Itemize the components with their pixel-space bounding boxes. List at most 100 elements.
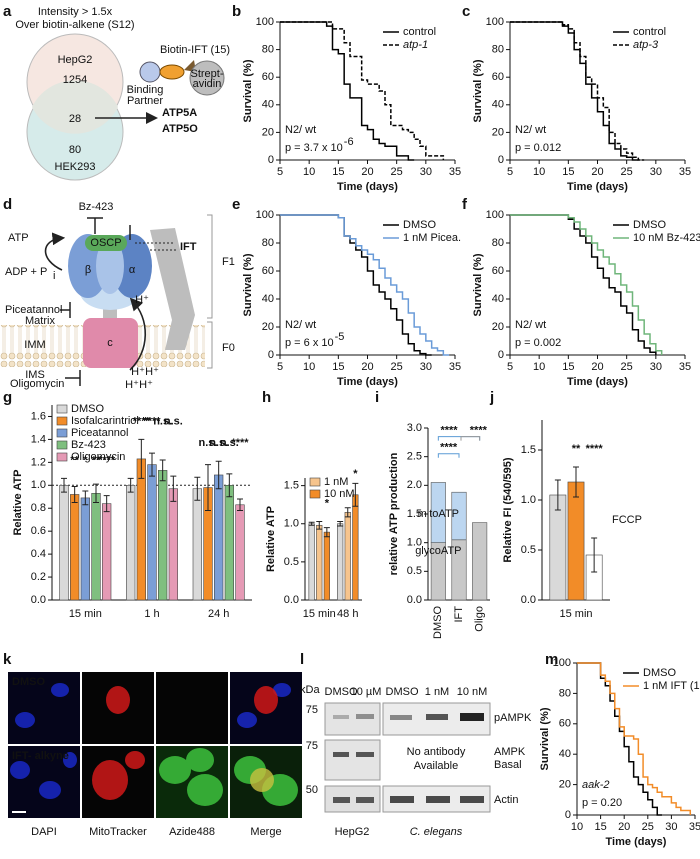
y-tick-label: 0 [498, 349, 504, 361]
legend-label: control [633, 26, 666, 38]
venn-text: HEK293 [55, 161, 96, 173]
diagram-text: β [85, 264, 91, 276]
y-tick-label: 60 [492, 265, 504, 277]
error-bar [194, 476, 201, 501]
diagram-text: α [129, 264, 136, 276]
x-tick-label: 10 [303, 361, 315, 373]
venn-text: 80 [69, 144, 81, 156]
x-tick-label: 35 [449, 166, 461, 178]
y-tick-label: 80 [492, 44, 504, 56]
significance: **** [440, 442, 458, 454]
diagram-text: i [53, 270, 55, 282]
bar-segment [451, 491, 467, 541]
error-bar [159, 459, 166, 482]
error-bar [205, 464, 211, 512]
bar-segment [430, 482, 446, 543]
p-value: p = 0.20 [582, 797, 622, 809]
y-tick-label: 40 [559, 748, 571, 760]
y-tick-label: 40 [492, 293, 504, 305]
y-tick-label: 1.5 [407, 508, 422, 520]
y-tick-label: 80 [262, 237, 274, 249]
y-tick-label: 1.0 [31, 479, 46, 491]
y-axis-label: relative ATP production [388, 452, 400, 575]
significance: ** [70, 454, 79, 466]
y-tick-label: 40 [492, 99, 504, 111]
x-tick-label: 30 [650, 361, 662, 373]
y-tick-label: 60 [559, 718, 571, 730]
diagram-text: IFT [180, 241, 197, 253]
y-tick-label: 1.6 [31, 410, 46, 422]
error-bar [71, 485, 78, 503]
row-label: pAMPK [494, 712, 532, 724]
p-value: p = 0.002 [515, 337, 561, 349]
significance: ** [572, 443, 581, 455]
x-tick-label: 25 [621, 166, 633, 178]
column-label: DAPI [31, 826, 57, 838]
y-axis-label: Survival (%) [472, 253, 484, 316]
diagram-text: IMS [25, 369, 45, 381]
significance: ** [92, 454, 101, 466]
survival-curve [510, 214, 663, 355]
x-tick-label: 10 [533, 166, 545, 178]
x-tick-label: 30 [420, 361, 432, 373]
x-tick-label: Oligo [474, 606, 486, 632]
legend-label: Oligomycin [71, 451, 125, 463]
survival-curve [280, 21, 415, 161]
y-tick-label: 0.0 [31, 594, 46, 606]
y-tick-label: 0.0 [284, 594, 299, 606]
bar [126, 484, 136, 601]
error-bar [61, 477, 67, 493]
significance: n.s. [199, 437, 218, 449]
venn [26, 33, 225, 181]
x-tick-label: 1 h [144, 608, 159, 620]
diagram-text: H⁺ [135, 294, 149, 306]
significance: **** [470, 425, 488, 437]
x-tick-label: 30 [420, 166, 432, 178]
bar [316, 524, 323, 601]
bar-segment [472, 522, 488, 601]
bar [168, 488, 178, 601]
error-bar [591, 537, 598, 573]
significance-bracket [460, 436, 481, 441]
error-bar [352, 482, 359, 507]
column-label: MitoTracker [89, 826, 147, 838]
significance: n.s. [220, 437, 239, 449]
proton-arrow [129, 297, 147, 371]
x-tick-label: 25 [391, 361, 403, 373]
x-tick-label: 24 h [208, 608, 229, 620]
annotation: N2/ wt [515, 124, 546, 136]
significance: **** [231, 437, 249, 449]
venn-text: 28 [69, 113, 81, 125]
y-tick-label: 0.5 [407, 565, 422, 577]
error-bar [93, 483, 99, 503]
y-tick-label: 0.6 [31, 525, 46, 537]
y-axis-label: Relative ATP [12, 469, 24, 535]
error-bar [573, 466, 579, 498]
legend-label: 10 nM Bz-423 [633, 232, 700, 244]
x-tick-label: 15 [562, 166, 574, 178]
x-tick-label: 10 [533, 361, 545, 373]
x-tick-label: DMSO [432, 606, 444, 639]
venn-text: ATP5A [162, 107, 197, 119]
panel-letter: j [489, 389, 494, 406]
x-tick-label: 20 [591, 361, 603, 373]
blot-text: kDa [300, 684, 320, 696]
partner-icon [139, 61, 161, 83]
x-tick-label: IFT [453, 606, 465, 623]
bar [308, 523, 315, 601]
ift-link [135, 242, 178, 251]
x-tick-label: 35 [679, 361, 691, 373]
significance-bracket [437, 453, 460, 458]
blot-text: Available [414, 760, 458, 772]
y-tick-label: 100 [256, 16, 274, 28]
bar [136, 458, 146, 601]
diagram-text: H⁺ [125, 379, 139, 391]
survival-curve [280, 214, 450, 356]
diagram-text: Oligomycin [10, 378, 64, 390]
panel-letter: e [232, 196, 240, 213]
y-tick-label: 80 [559, 687, 571, 699]
y-tick-label: 0 [498, 154, 504, 166]
y-tick-label: 60 [262, 71, 274, 83]
x-tick-label: 35 [689, 821, 700, 833]
lane-label: 1 nM [425, 686, 449, 698]
